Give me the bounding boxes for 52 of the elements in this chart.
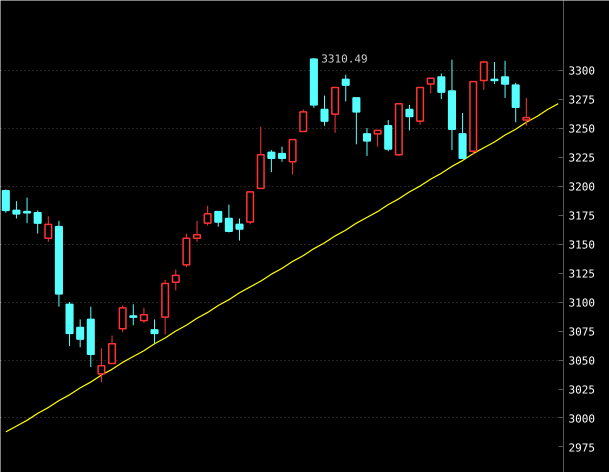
candlestick xyxy=(23,197,32,224)
line-series xyxy=(5,103,559,433)
y-tick-label: 3275 xyxy=(568,94,595,107)
candlestick xyxy=(512,82,520,123)
candlestick xyxy=(522,97,530,126)
candlestick xyxy=(2,189,10,214)
y-tick-label: 3150 xyxy=(568,238,595,252)
candlestick xyxy=(267,150,276,173)
y-tick-label: 3100 xyxy=(568,296,595,310)
y-tick-label: 3025 xyxy=(568,384,595,396)
y-tick-label: 3125 xyxy=(568,268,595,281)
candlestick xyxy=(490,61,498,84)
candlestick xyxy=(426,77,435,94)
candlestick xyxy=(299,109,308,132)
candlestick xyxy=(235,218,244,242)
candlestick xyxy=(374,130,382,148)
candlestick xyxy=(342,74,350,102)
y-tick-label: 2975 xyxy=(568,441,595,454)
annotation: 3310.49 xyxy=(321,52,368,66)
candlestick xyxy=(204,205,212,226)
y-tick-label: 3300 xyxy=(568,64,595,78)
candlestick xyxy=(352,97,360,145)
y-tick-label: 3075 xyxy=(568,326,595,339)
y-tick-label: 3225 xyxy=(568,152,595,165)
candlestick xyxy=(97,348,106,383)
candlestick xyxy=(224,204,233,233)
candlestick xyxy=(129,304,138,326)
candlestick xyxy=(108,335,116,364)
y-tick-label: 3000 xyxy=(568,412,595,426)
candlestick xyxy=(150,318,159,344)
candlestick xyxy=(192,220,202,242)
candlestick xyxy=(384,119,392,152)
candlestick xyxy=(140,307,148,324)
candlestick xyxy=(437,73,446,100)
candlestick xyxy=(362,128,372,156)
y-tick-label: 3200 xyxy=(568,180,595,194)
candlestick xyxy=(44,216,52,242)
candlestick xyxy=(12,200,20,220)
candlestick xyxy=(214,210,222,228)
y-tick-label: 3250 xyxy=(568,122,595,136)
candlestick xyxy=(320,95,329,126)
candlestick xyxy=(34,210,42,234)
candlestick xyxy=(172,269,180,291)
candlestick xyxy=(288,138,297,175)
candlestick xyxy=(278,146,286,162)
y-tick-label: 3050 xyxy=(568,354,595,368)
candlestick xyxy=(405,104,414,131)
candlestick xyxy=(501,60,510,98)
candlestick xyxy=(118,305,127,333)
y-tick-label: 3175 xyxy=(568,210,595,223)
candlestick xyxy=(480,60,488,90)
candlestick xyxy=(76,318,84,348)
